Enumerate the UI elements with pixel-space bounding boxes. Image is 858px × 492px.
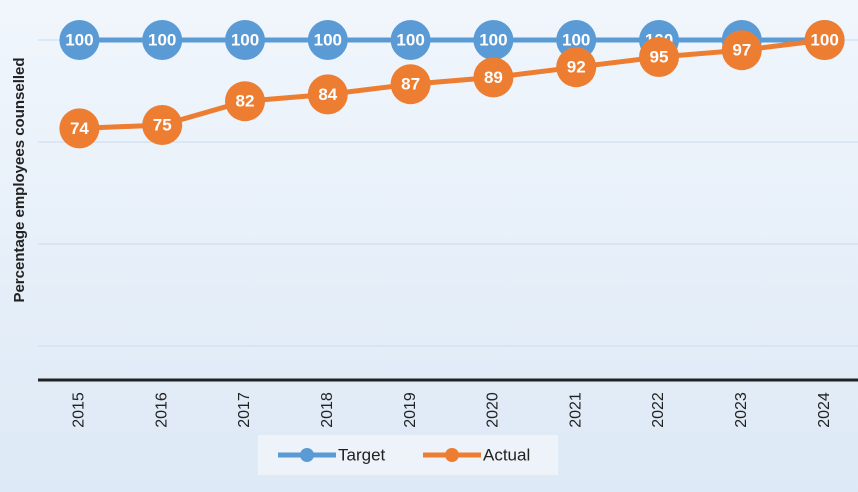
lines [79,37,825,131]
data-label: 75 [153,115,172,134]
markers: 1001001001001001001001001001007475828487… [59,20,845,149]
data-label: 100 [231,30,259,49]
series-line [79,37,825,131]
data-point [142,105,183,145]
x-tick-label: 2015 [71,392,88,428]
data-label: 100 [396,30,424,49]
data-label: 87 [401,75,420,94]
x-tick-label: 2024 [816,392,833,428]
legend-label: Target [338,445,386,464]
data-point [556,47,597,88]
data-point [307,74,348,115]
data-point [390,20,431,60]
y-axis-label: Percentage employees counselled [11,57,28,302]
data-label: 100 [65,30,93,49]
data-label: 89 [484,68,503,87]
legend-marker [445,448,459,462]
data-point [225,20,265,60]
x-tick-label: 2020 [485,392,502,428]
data-label: 82 [236,92,255,111]
x-tick-label: 2023 [733,392,750,428]
data-label: 95 [650,47,669,66]
data-point [473,57,514,98]
x-tick-label: 2017 [236,392,253,428]
x-tick-label: 2019 [402,392,419,428]
data-label: 100 [148,30,176,49]
legend-label: Actual [483,445,530,464]
x-tick-label: 2016 [153,392,170,428]
data-label: 100 [314,30,342,49]
data-label: 100 [479,30,507,49]
data-point [142,20,183,60]
data-label: 100 [562,30,590,49]
x-tick-label: 2018 [319,392,336,428]
data-point [59,20,100,60]
data-label: 84 [318,85,337,104]
data-point [225,81,265,122]
data-point [721,30,762,71]
legend: Target Actual [258,435,558,475]
data-label: 92 [567,58,586,77]
x-tick-label: 2021 [567,392,584,428]
data-point [307,20,348,60]
data-label: 74 [70,119,89,138]
data-point [59,108,100,149]
data-label: 97 [732,41,751,60]
data-label: 100 [810,30,838,49]
data-point [639,37,679,77]
data-point [804,20,845,60]
x-tick-label: 2022 [650,392,667,428]
data-point [390,64,431,105]
data-point [473,20,514,60]
legend-marker [300,448,314,462]
